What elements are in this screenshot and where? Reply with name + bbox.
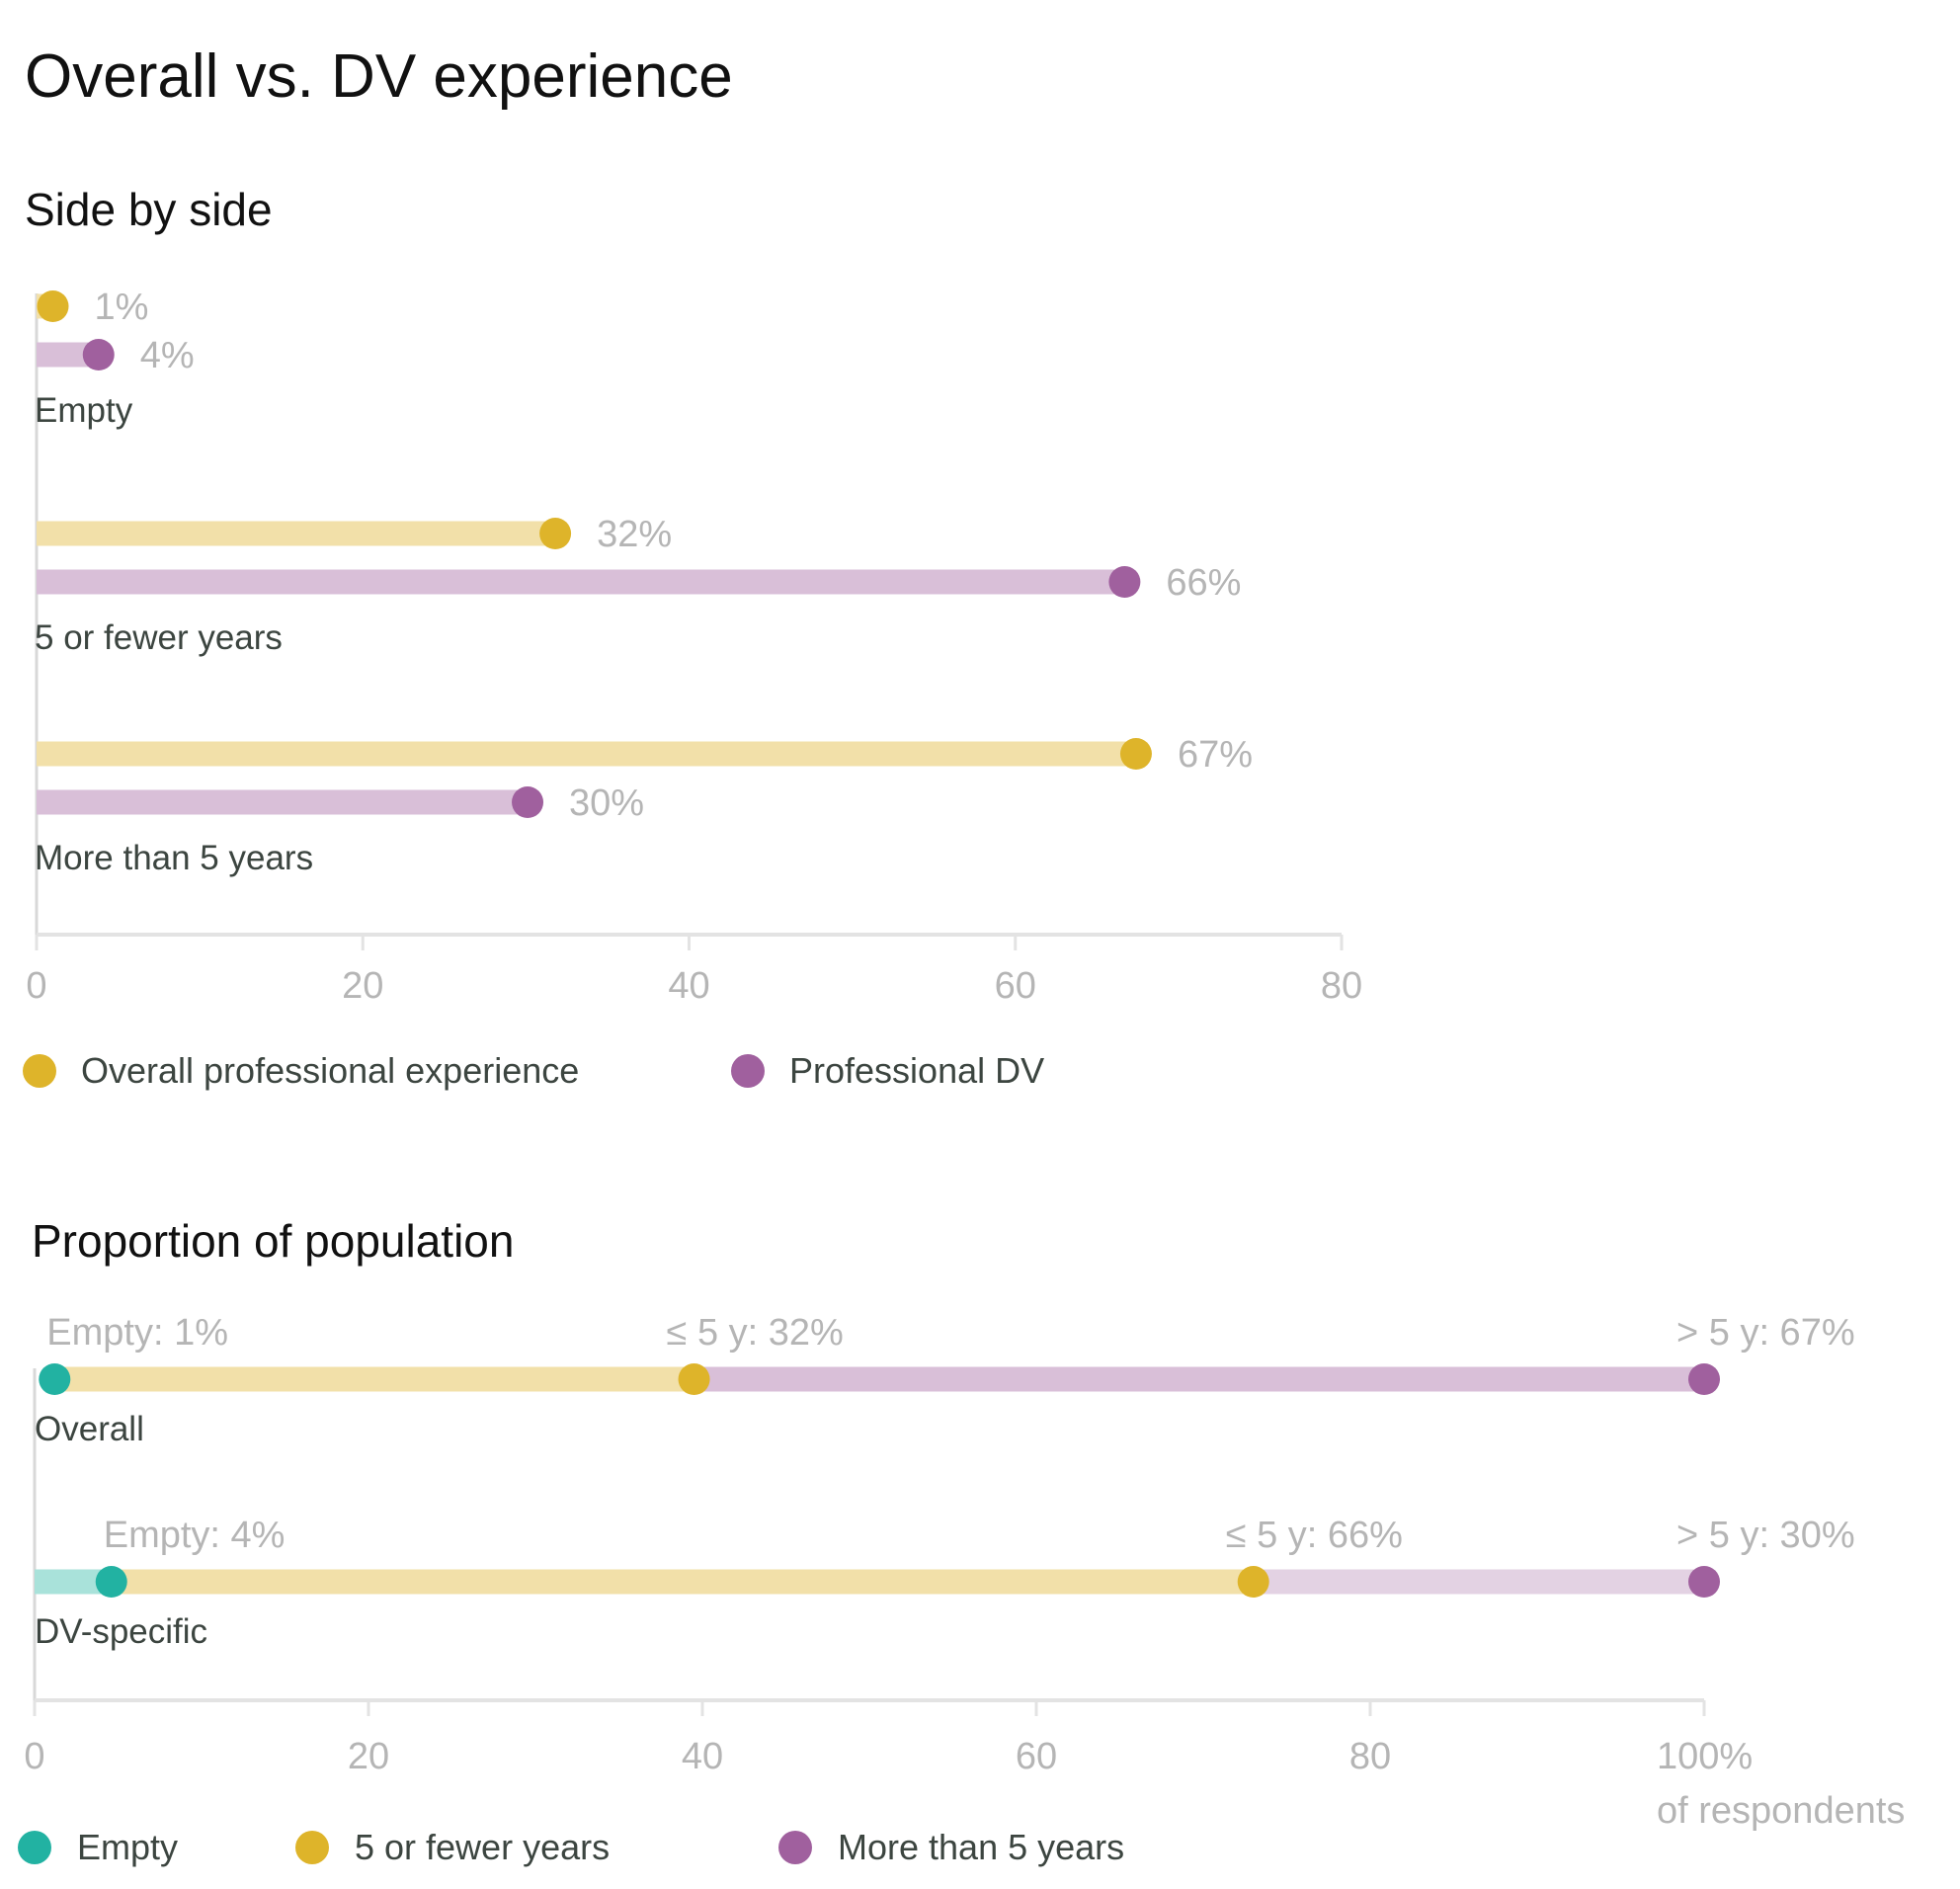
value-label: Empty: 1% — [46, 1312, 228, 1354]
dot-1 — [1237, 1566, 1269, 1598]
legend-label: More than 5 years — [838, 1827, 1124, 1867]
value-label: > 5 y: 30% — [1676, 1515, 1855, 1556]
x-tick-label: 20 — [342, 965, 383, 1007]
x-tick-label: 40 — [682, 1736, 723, 1777]
value-label: 4% — [140, 335, 195, 376]
legend-label: 5 or fewer years — [355, 1827, 610, 1867]
dot-overall — [539, 518, 572, 549]
dot-dv — [1108, 566, 1141, 598]
dot-0 — [39, 1363, 71, 1395]
dot-2 — [1688, 1566, 1720, 1598]
category-label: Empty — [35, 391, 133, 430]
legend-dot — [731, 1054, 765, 1088]
category-label: 5 or fewer years — [35, 618, 283, 657]
x-tick-label: 40 — [668, 965, 709, 1007]
bar-dv — [37, 789, 529, 815]
dot-dv — [82, 339, 115, 370]
bar-overall — [37, 521, 556, 546]
dot-2 — [1688, 1363, 1720, 1395]
value-label: 1% — [95, 287, 149, 328]
segment-2 — [694, 1366, 1704, 1392]
dot-0 — [95, 1566, 127, 1598]
x-tick-label: 0 — [26, 965, 46, 1007]
value-label: 30% — [569, 782, 644, 824]
legend-dot — [295, 1831, 329, 1864]
side-by-side-chart: 0 20 40 60 80 1% 4%Empty 32% 66% 5 or fewer years… — [23, 287, 1362, 1091]
x-tick-label: 20 — [348, 1736, 389, 1777]
value-label: 32% — [597, 514, 672, 555]
category-label: Overall — [35, 1410, 144, 1448]
value-label: 67% — [1178, 734, 1253, 776]
chart1-title: Side by side — [25, 184, 273, 235]
value-label: 66% — [1166, 562, 1241, 604]
legend-label: Professional DV — [789, 1050, 1044, 1091]
legend-dot — [18, 1831, 51, 1864]
segment-1 — [54, 1366, 694, 1392]
dot-overall — [37, 290, 69, 322]
value-label: > 5 y: 67% — [1676, 1312, 1855, 1354]
category-label: More than 5 years — [35, 839, 313, 877]
legend-label: Empty — [77, 1827, 178, 1867]
segment-1 — [111, 1569, 1254, 1595]
x-tick-label: 60 — [995, 965, 1036, 1007]
segment-2 — [1253, 1569, 1704, 1595]
value-label: ≤ 5 y: 32% — [667, 1312, 844, 1354]
x-tick-label: 100% — [1657, 1736, 1753, 1777]
x-tick-label: 0 — [24, 1736, 44, 1777]
x-tick-label: 80 — [1321, 965, 1362, 1007]
x-tick-label: 60 — [1016, 1736, 1057, 1777]
dot-dv — [512, 786, 544, 818]
x-tick-label: 80 — [1349, 1736, 1391, 1777]
legend-label: Overall professional experience — [81, 1050, 579, 1091]
dot-1 — [678, 1363, 710, 1395]
category-label: DV-specific — [35, 1612, 207, 1651]
proportion-chart: 0 20 40 60 80 100% of respondents Empty: 1% ≤ 5 … — [18, 1312, 1905, 1867]
dot-overall — [1119, 738, 1152, 770]
legend-dot — [23, 1054, 56, 1088]
page-title: Overall vs. DV experience — [25, 42, 733, 111]
bar-dv — [37, 569, 1125, 595]
value-label: Empty: 4% — [104, 1515, 286, 1556]
legend-dot — [778, 1831, 812, 1864]
chart2-title: Proportion of population — [32, 1215, 514, 1267]
value-label: ≤ 5 y: 66% — [1226, 1515, 1403, 1556]
x-axis-label: of respondents — [1657, 1790, 1905, 1832]
bar-overall — [37, 741, 1136, 767]
